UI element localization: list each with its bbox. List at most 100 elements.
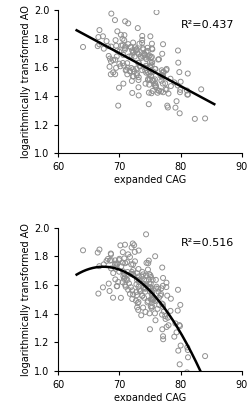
Point [159,291,163,297]
Point [97,263,101,269]
Point [114,260,118,267]
Point [136,284,140,290]
Point [139,312,143,318]
Point [162,69,166,75]
Point [144,309,148,315]
Point [152,296,155,302]
Point [107,280,111,287]
Point [176,59,180,66]
Point [97,27,101,33]
Point [107,53,111,59]
Point [137,74,141,81]
Point [144,65,148,71]
Point [149,303,153,310]
Point [96,290,100,297]
Point [130,78,134,84]
Point [166,322,170,328]
Point [131,73,135,79]
Point [164,279,168,286]
Point [161,275,165,281]
Point [131,261,135,267]
Point [164,284,168,290]
Point [165,324,169,330]
Point [119,32,123,38]
Point [161,89,165,95]
Point [131,73,135,79]
Point [115,53,119,60]
Point [142,284,146,291]
Point [123,43,127,50]
Point [146,260,150,266]
Point [126,269,130,275]
Point [148,272,152,278]
Point [149,54,153,61]
Point [129,65,133,71]
Point [127,53,131,60]
Point [151,297,155,303]
Point [131,50,135,56]
Point [151,277,155,283]
Point [152,77,155,83]
Point [178,89,182,95]
Point [149,296,153,302]
Point [129,271,133,277]
Point [157,302,161,308]
Point [102,261,106,267]
Point [121,52,125,58]
Point [185,87,189,94]
Point [140,292,144,299]
Point [146,48,150,54]
Point [109,251,113,257]
Point [164,87,168,93]
Point [146,69,150,75]
Point [193,380,197,387]
Point [129,261,133,267]
Point [114,43,118,49]
Point [199,378,203,385]
Point [150,90,154,97]
Point [159,285,163,292]
Point [126,65,130,71]
Point [178,302,182,308]
Point [105,257,109,264]
Point [161,333,165,340]
Point [166,314,170,321]
Point [144,81,148,87]
Point [109,265,113,271]
Point [134,298,138,304]
Point [146,299,150,306]
Point [130,47,134,54]
Point [138,63,142,69]
Point [186,347,190,353]
Point [139,53,143,60]
Point [148,326,152,332]
Point [136,299,140,305]
Point [148,63,152,70]
Point [148,310,152,317]
Point [147,281,151,287]
Point [164,86,168,92]
Point [143,285,147,292]
Point [140,269,144,275]
Point [121,80,125,87]
Point [150,62,154,69]
Point [96,43,100,49]
Point [131,271,135,277]
Point [128,291,132,297]
Point [203,353,207,359]
Point [119,263,123,269]
Point [169,83,173,89]
Point [156,56,160,63]
Point [185,369,189,376]
Point [137,278,141,285]
Point [142,295,146,301]
Point [154,317,157,324]
Point [178,361,182,368]
Point [146,284,150,290]
Point [113,261,117,267]
Point [119,295,123,301]
Point [144,282,148,288]
Point [186,91,190,98]
Point [143,288,147,295]
Point [137,273,141,279]
